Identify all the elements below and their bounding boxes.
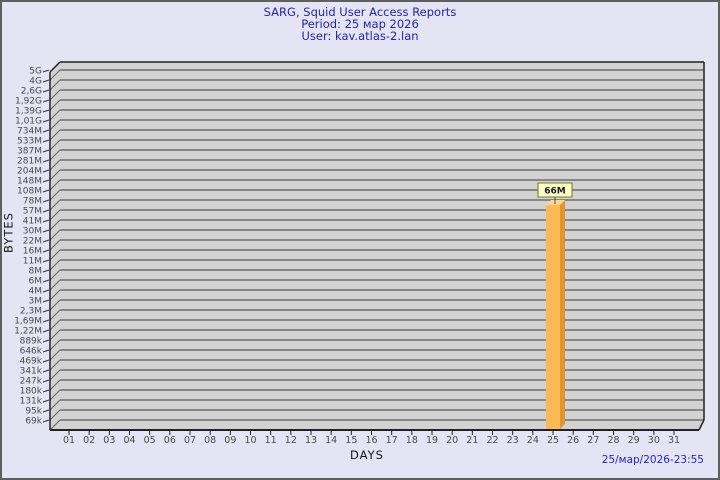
y-tick-label: 22M — [23, 237, 42, 247]
y-tick-label: 1,01G — [15, 117, 42, 127]
y-tick-label: 2,6G — [21, 87, 42, 97]
x-tick-label: 14 — [325, 435, 337, 446]
x-tick-label: 01 — [63, 435, 75, 446]
x-tick-label: 26 — [567, 435, 579, 446]
x-tick-label: 28 — [607, 435, 619, 446]
y-tick-label: 8M — [29, 267, 43, 277]
y-tick-label: 78M — [23, 197, 42, 207]
bar-value-flag-label: 66M — [544, 187, 566, 197]
y-tick-label: 889k — [20, 337, 43, 347]
bar-day-25 — [546, 200, 565, 429]
x-tick-labels: 01 02 03 04 05 06 07 08 09 10 11 12 13 14 15 16 17 18 19 20… — [63, 431, 680, 446]
y-tick-label: 1,92G — [15, 97, 42, 107]
x-tick-label: 20 — [446, 435, 458, 446]
report-timestamp: 25/мар/2026-23:55 — [601, 454, 704, 466]
x-tick-label: 07 — [184, 435, 196, 446]
x-tick-label: 03 — [103, 435, 115, 446]
x-tick-label: 02 — [83, 435, 95, 446]
chart-period: Period: 25 мар 2026 — [301, 17, 419, 31]
plot-backplane — [50, 62, 704, 430]
y-tick-label: 131k — [20, 397, 43, 407]
y-tick-label: 1,69M — [14, 317, 42, 327]
y-tick-label: 646k — [20, 347, 43, 357]
y-tick-label: 1,22M — [14, 327, 42, 337]
x-tick-label: 17 — [386, 435, 398, 446]
y-tick-label: 30M — [23, 227, 42, 237]
x-tick-label: 22 — [486, 435, 498, 446]
x-axis-title: DAYS — [350, 448, 384, 462]
y-tick-label: 247k — [20, 377, 43, 387]
bar-side-face — [560, 200, 565, 429]
chart-title: SARG, Squid User Access Reports — [263, 5, 457, 19]
y-tick-label: 41M — [23, 217, 42, 227]
x-tick-label: 23 — [507, 435, 519, 446]
y-tick-label: 341k — [20, 367, 43, 377]
floor — [50, 420, 704, 430]
x-tick-label: 18 — [406, 435, 418, 446]
x-tick-label: 21 — [466, 435, 478, 446]
x-tick-label: 16 — [365, 435, 377, 446]
y-tick-label: 734M — [17, 127, 42, 137]
y-tick-label: 4M — [29, 287, 43, 297]
y-tick-label: 5G — [29, 67, 42, 77]
chart-header: SARG, Squid User Access Reports Period: … — [2, 6, 718, 42]
y-tick-label: 6M — [29, 277, 43, 287]
x-tick-label: 30 — [648, 435, 660, 446]
y-tick-label: 3M — [29, 297, 43, 307]
y-tick-label: 281M — [17, 157, 42, 167]
y-tick-label: 16M — [23, 247, 42, 257]
x-tick-label: 19 — [426, 435, 438, 446]
y-tick-label: 69k — [25, 417, 42, 427]
x-tick-label: 24 — [527, 435, 539, 446]
x-tick-label: 06 — [164, 435, 176, 446]
x-tick-label: 31 — [668, 435, 680, 446]
bar-front-face — [546, 205, 560, 429]
plot-edges — [49, 61, 705, 431]
x-tick-label: 11 — [265, 435, 277, 446]
y-tick-label: 108M — [17, 187, 42, 197]
y-tick-label: 387M — [17, 147, 42, 157]
y-tick-labels: 5G4G2,6G1,92G1,39G1,01G734M533M387M281M2… — [14, 67, 50, 427]
x-tick-label: 12 — [285, 435, 297, 446]
x-tick-label: 05 — [144, 435, 156, 446]
x-tick-label: 09 — [224, 435, 236, 446]
x-tick-label: 08 — [204, 435, 216, 446]
y-tick-label: 180k — [20, 387, 43, 397]
y-tick-label: 4G — [29, 77, 42, 87]
y-tick-label: 2,3M — [20, 307, 42, 317]
x-tick-label: 27 — [587, 435, 599, 446]
x-tick-label: 25 — [547, 435, 559, 446]
x-tick-label: 13 — [305, 435, 317, 446]
y-tick-label: 57M — [23, 207, 42, 217]
y-tick-label: 148M — [17, 177, 42, 187]
x-tick-label: 29 — [628, 435, 640, 446]
bar-value-flag: 66M — [537, 182, 573, 204]
gridlines — [60, 69, 704, 421]
x-tick-label: 04 — [123, 435, 135, 446]
y-axis-title: BYTES — [1, 212, 16, 253]
x-tick-label: 15 — [345, 435, 357, 446]
y-tick-label: 1,39G — [15, 107, 42, 117]
y-tick-label: 533M — [17, 137, 42, 147]
y-tick-label: 204M — [17, 167, 42, 177]
chart-user: User: kav.atlas-2.lan — [301, 29, 419, 43]
x-tick-label: 10 — [244, 435, 256, 446]
y-tick-label: 469k — [20, 357, 43, 367]
y-tick-label: 95k — [25, 407, 42, 417]
left-wall-diagonals — [49, 69, 61, 431]
y-tick-label: 11M — [23, 257, 42, 267]
